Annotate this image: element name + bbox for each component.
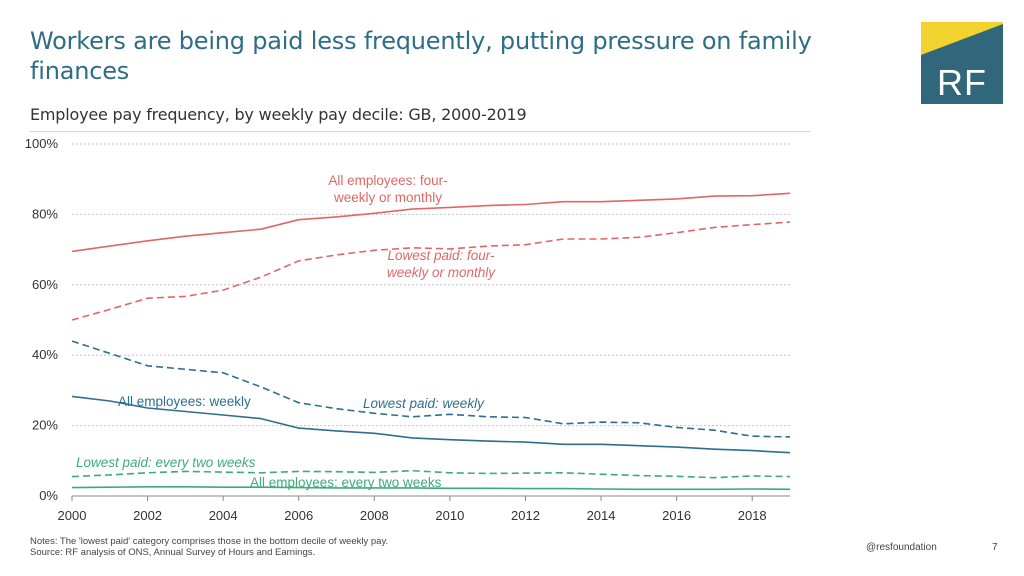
series-label-3: Lowest paid: weekly: [363, 396, 485, 411]
y-axis-ticks: 0% 20% 40% 60% 80% 100%: [25, 136, 59, 503]
header-divider: [30, 131, 810, 132]
source-line: Source: RF analysis of ONS, Annual Surve…: [30, 547, 316, 558]
y-tick-label: 80%: [32, 206, 58, 221]
x-tick-label: 2016: [662, 508, 691, 523]
line-chart: 0%20%40%60%80%100% 2000 2002 2004 2006 2008 2…: [25, 136, 791, 523]
notes-line: Notes: The 'lowest paid' category compri…: [30, 536, 389, 547]
series-line-3: [71, 340, 791, 438]
y-tick-label: 40%: [32, 347, 58, 362]
y-tick-label: 100%: [25, 136, 59, 151]
y-tick-label: 20%: [32, 418, 58, 433]
chart-notes: Notes: The 'lowest paid' category compri…: [30, 536, 388, 558]
series-line-1: [71, 192, 791, 253]
x-tick-label: 2012: [511, 508, 540, 523]
series-line-4: [71, 395, 791, 454]
page-number: 7: [992, 542, 998, 553]
x-tick-label: 2004: [209, 508, 238, 523]
x-tick-label: 2014: [587, 508, 616, 523]
twitter-handle: @resfoundation: [866, 542, 937, 553]
series-label-4: All employees: weekly: [118, 394, 251, 409]
x-tick-label: 2000: [58, 508, 87, 523]
series-label-6: All employees: every two weeks: [250, 475, 442, 490]
x-tick-label: 2006: [284, 508, 313, 523]
x-tick-label: 2008: [360, 508, 389, 523]
x-tick-label: 2002: [133, 508, 162, 523]
series-label-5: Lowest paid: every two weeks: [76, 455, 256, 470]
y-tick-label: 60%: [32, 277, 58, 292]
series-line-5: [71, 469, 791, 479]
y-tick-label: 0%: [39, 488, 58, 503]
series-line-6: [71, 485, 791, 491]
chart-subtitle: Employee pay frequency, by weekly pay de…: [30, 105, 527, 124]
rf-logo: RF: [921, 22, 1003, 104]
page-title: Workers are being paid less frequently, …: [30, 27, 812, 85]
chart-gridlines: [72, 143, 790, 497]
series-label-2: Lowest paid: four-weekly or monthly: [387, 248, 496, 280]
chart-series: [71, 192, 791, 491]
series-labels: All employees: four-weekly or monthly Low…: [76, 173, 496, 490]
series-line-2: [71, 221, 791, 321]
x-axis-ticks: 2000 2002 2004 2006 2008 2010 2012 2014 2016 2018: [58, 496, 767, 523]
series-label-1: All employees: four-weekly or monthly: [328, 173, 447, 205]
logo-yellow-triangle: [921, 22, 1003, 55]
x-tick-label: 2018: [738, 508, 767, 523]
logo-accent-shape: [921, 22, 1003, 55]
logo-text: RF: [937, 62, 987, 103]
x-tick-label: 2010: [435, 508, 464, 523]
